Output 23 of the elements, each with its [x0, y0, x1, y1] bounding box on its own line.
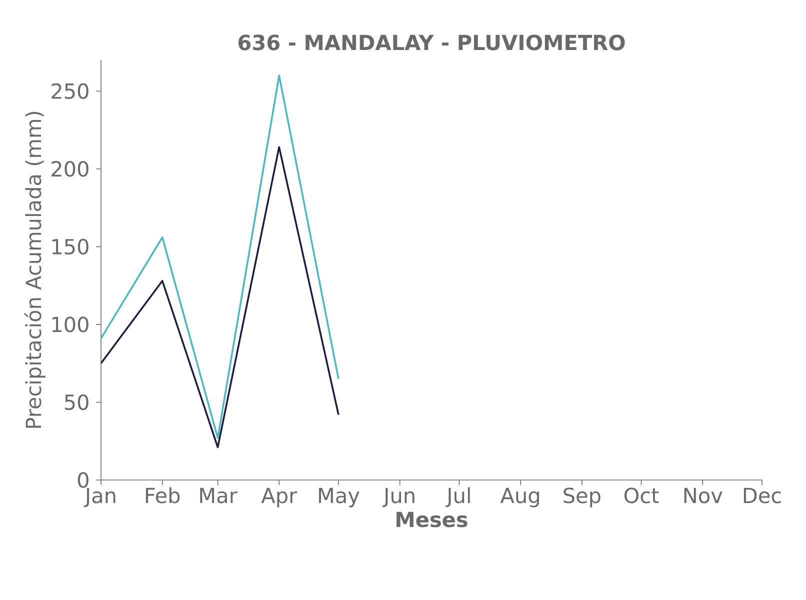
x-tick-label: Oct	[624, 488, 659, 504]
x-tick-label: Jan	[84, 488, 116, 508]
x-tick-label: Jul	[446, 487, 470, 508]
y-axis-title: Precipitación Acumulada (mm)	[24, 112, 46, 428]
x-tick-label: Mar	[200, 488, 238, 504]
y-tick-label: 50	[64, 394, 88, 410]
y-tick-label: 100	[52, 316, 88, 332]
x-tick-label: May	[319, 488, 360, 508]
y-tick-label: 250	[52, 83, 88, 99]
y-tick-label: 0	[78, 472, 88, 488]
x-axis-title: Meses	[396, 512, 468, 528]
y-tick-label: 200	[52, 161, 88, 177]
x-tick-label: Apr	[261, 488, 298, 508]
x-tick-label: Jun	[382, 488, 414, 508]
x-tick-label: Dec	[744, 488, 781, 504]
x-tick-label: Nov	[684, 488, 722, 504]
x-tick-label: Feb	[146, 487, 180, 504]
y-tick-label: 150	[52, 238, 88, 255]
line-series	[101, 74, 340, 439]
x-tick-label: Aug	[500, 488, 539, 508]
x-tick-label: Sep	[564, 488, 600, 508]
chart-title: 636 - MANDALAY - PLUVIOMETRO	[238, 34, 625, 50]
line-series	[101, 146, 340, 448]
